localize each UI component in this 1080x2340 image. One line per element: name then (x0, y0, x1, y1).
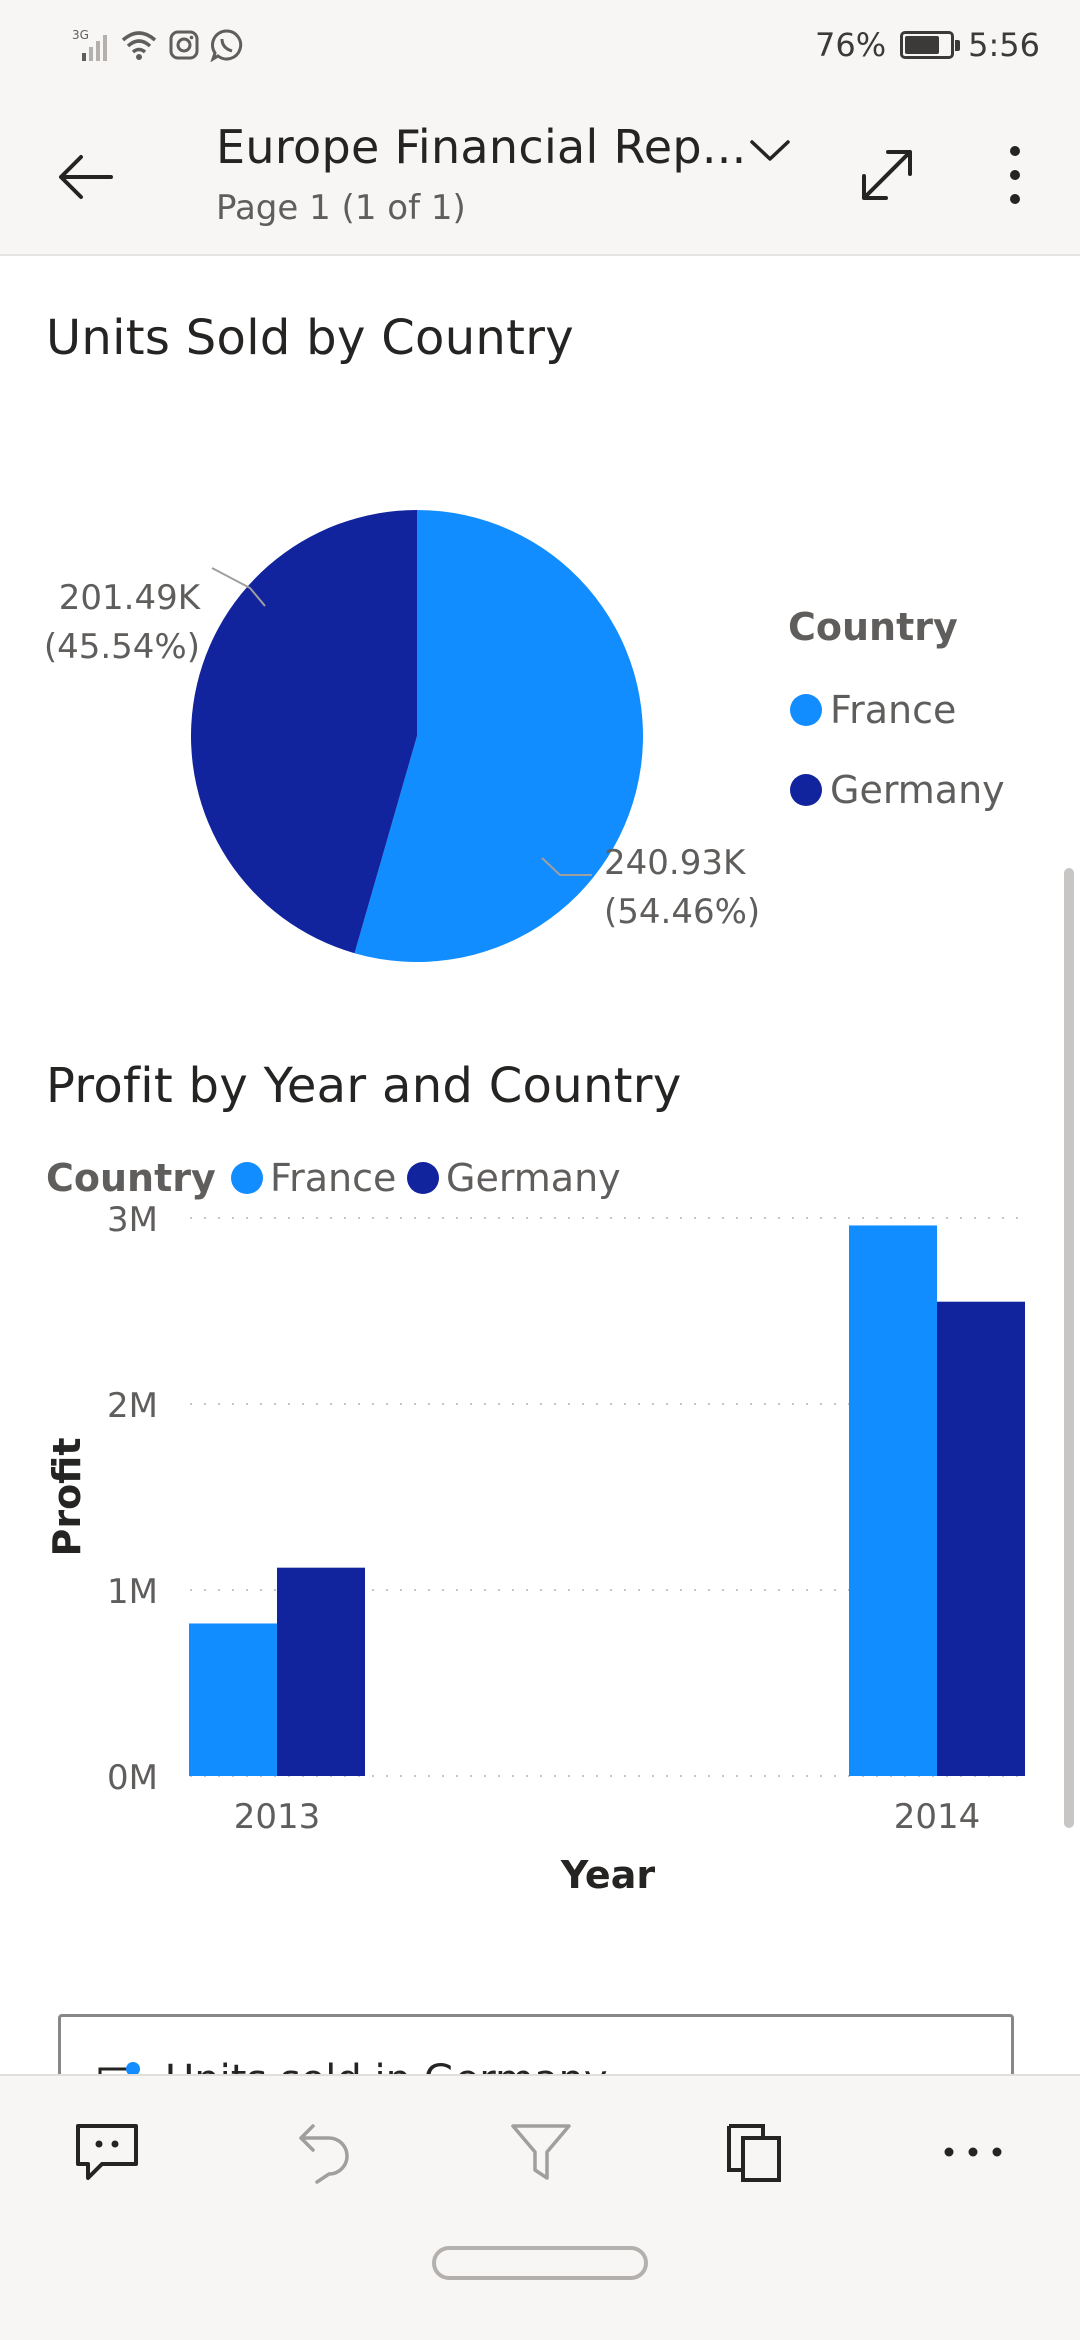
pie-data-label-france-pct: (54.46%) (604, 892, 760, 932)
pie-slice-france[interactable] (354, 510, 643, 962)
back-button[interactable] (50, 142, 120, 212)
bar-legend-marker-germany (407, 1162, 439, 1194)
more-actions-button[interactable] (918, 2112, 1028, 2192)
filter-button[interactable] (486, 2112, 596, 2192)
pie-data-label-germany-pct: (45.54%) (44, 627, 200, 667)
x-axis-title: Year (560, 1853, 655, 1897)
y-tick-label: 0M (107, 1758, 158, 1798)
vertical-scrollbar[interactable] (1064, 868, 1074, 1828)
status-right: 76% 5:56 (815, 22, 1040, 68)
pie-chart[interactable]: 201.49K (45.54%) 240.93K (54.46%) Countr… (0, 418, 1080, 1078)
pie-legend-marker-germany (790, 774, 822, 806)
bar-legend-label-germany: Germany (446, 1156, 621, 1200)
more-vertical-icon (1010, 146, 1020, 204)
pie-chart-title: Units Sold by Country (46, 310, 574, 366)
bar-germany-2014[interactable] (937, 1301, 1025, 1776)
home-indicator[interactable] (432, 2246, 648, 2280)
wifi-icon (121, 31, 157, 60)
bar-france-2013[interactable] (189, 1623, 277, 1776)
network-type: 3G (72, 28, 89, 42)
pie-legend-label-france: France (830, 688, 956, 732)
battery-percent: 76% (815, 26, 887, 64)
chevron-down-icon (750, 140, 790, 161)
copy-icon (727, 2124, 781, 2182)
comment-icon (76, 2124, 138, 2180)
signal-icon: 3G (72, 28, 107, 61)
report-title[interactable]: Europe Financial Rep... (216, 120, 747, 174)
y-tick-label: 3M (107, 1200, 158, 1240)
y-tick-label: 2M (107, 1386, 158, 1426)
filter-icon (511, 2124, 571, 2180)
more-options-button[interactable] (990, 140, 1040, 210)
y-tick-label: 1M (107, 1572, 158, 1612)
y-axis-title: Profit (45, 1437, 89, 1556)
x-tick-label: 2014 (894, 1797, 981, 1837)
battery-icon (900, 31, 961, 59)
bar-france-2014[interactable] (849, 1225, 937, 1776)
undo-icon (299, 2124, 349, 2184)
bottom-toolbar (0, 2074, 1080, 2340)
pie-data-label-france-value: 240.93K (604, 843, 747, 883)
more-horizontal-icon (944, 2147, 1002, 2157)
comments-button[interactable] (52, 2112, 162, 2192)
bar-chart[interactable]: Country France Germany 0M 1M 2M 3M 2013 2014… (0, 1138, 1080, 1938)
undo-button[interactable] (270, 2112, 380, 2192)
pie-leader-line-france (541, 857, 592, 876)
clock: 5:56 (968, 26, 1040, 64)
bar-legend-label-france: France (270, 1156, 396, 1200)
pie-slice-germany[interactable] (190, 510, 417, 954)
pie-leader-line-germany (211, 567, 266, 607)
page-selector-button[interactable] (740, 126, 800, 176)
pie-legend-label-germany: Germany (830, 768, 1005, 812)
page-indicator: Page 1 (1 of 1) (216, 188, 466, 228)
report-canvas[interactable]: Units Sold by Country 201.49K (45.54%) 2… (0, 258, 1080, 2074)
pie-data-label-germany-value: 201.49K (59, 578, 202, 618)
status-bar: 3G 76% 5:56 (0, 0, 1080, 90)
fullscreen-button[interactable] (852, 140, 922, 210)
whatsapp-icon (210, 29, 243, 62)
bar-germany-2013[interactable] (277, 1567, 365, 1776)
card-visual-icon (98, 2062, 140, 2074)
card-units-sold-germany[interactable]: Units sold in Germany (58, 2014, 1014, 2074)
bar-chart-title: Profit by Year and Country (46, 1058, 682, 1114)
bar-legend-marker-france (231, 1162, 263, 1194)
status-icons: 3G (70, 22, 244, 68)
card-text: Units sold in Germany (165, 2057, 608, 2074)
bar-legend-title: Country (46, 1156, 216, 1200)
back-arrow-icon (59, 155, 113, 199)
copy-visual-button[interactable] (700, 2112, 810, 2192)
instagram-icon (169, 30, 199, 60)
report-header: Europe Financial Rep... Page 1 (1 of 1) (0, 90, 1080, 256)
x-tick-label: 2013 (234, 1797, 321, 1837)
pie-legend-title: Country (788, 605, 958, 649)
expand-icon (862, 150, 912, 200)
battery-fill (905, 36, 939, 54)
pie-legend-marker-france (790, 694, 822, 726)
